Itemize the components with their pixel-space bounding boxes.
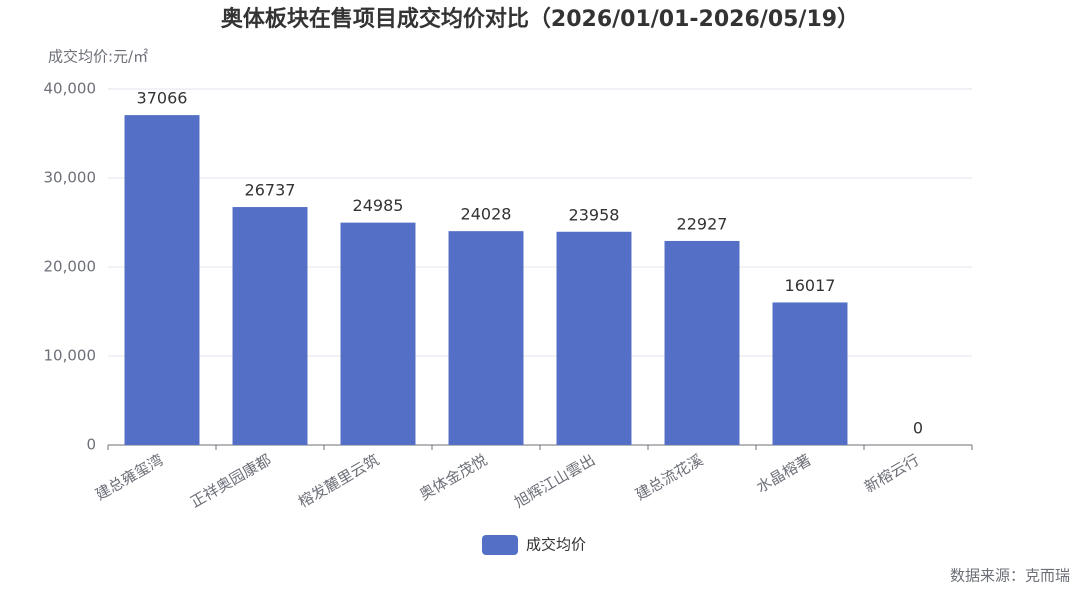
legend-swatch <box>482 535 518 555</box>
x-tick-label: 水晶榕著 <box>753 451 814 497</box>
bar <box>664 240 740 445</box>
x-tick-label: 旭辉江山雲出 <box>511 451 598 512</box>
x-tick-label: 建总流花溪 <box>632 451 706 504</box>
y-tick-label: 0 <box>86 436 96 454</box>
value-label: 23958 <box>569 205 620 224</box>
source: 数据来源：克而瑞 <box>950 567 1070 585</box>
x-tick-label: 正祥奥园康都 <box>187 451 274 512</box>
y-tick-label: 10,000 <box>44 347 97 365</box>
bar <box>556 231 632 445</box>
bar <box>232 207 308 445</box>
x-tick-label: 新榕云行 <box>861 451 922 497</box>
value-label: 26737 <box>245 181 296 200</box>
x-tick-label: 建总雍玺湾 <box>92 451 166 504</box>
bar <box>124 115 200 445</box>
x-tick-label: 榕发麓里云筑 <box>295 451 382 512</box>
y-tick-label: 40,000 <box>44 80 97 98</box>
value-label: 37066 <box>137 89 188 108</box>
y-axis-label: 成交均价:元/㎡ <box>48 48 148 66</box>
value-label: 22927 <box>677 214 728 233</box>
value-label: 16017 <box>785 276 836 295</box>
x-tick-label: 奥体金茂悦 <box>416 451 490 504</box>
legend-label: 成交均价 <box>526 536 586 554</box>
y-tick-label: 20,000 <box>44 258 97 276</box>
value-label: 24985 <box>353 196 404 215</box>
value-label: 0 <box>913 419 923 438</box>
bar <box>772 302 848 445</box>
bar <box>448 231 524 445</box>
y-tick-label: 30,000 <box>44 169 97 187</box>
bar <box>340 222 416 445</box>
value-label: 24028 <box>461 205 512 224</box>
chart-title: 奥体板块在售项目成交均价对比（2026/01/01-2026/05/19） <box>221 6 859 32</box>
